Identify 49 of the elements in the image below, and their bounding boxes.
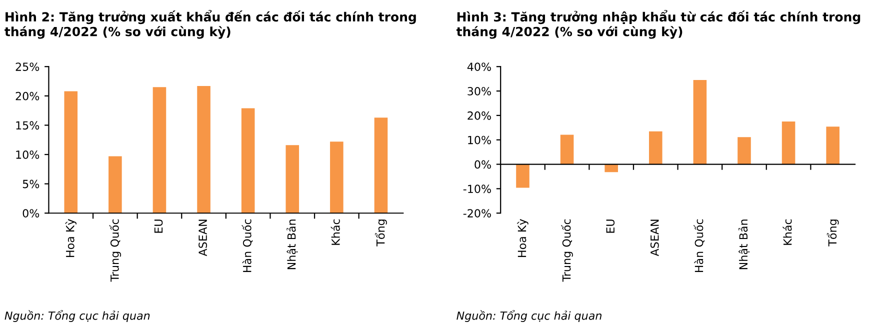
x-tick-label: Trung Quốc xyxy=(109,219,122,282)
y-tick-label: 25% xyxy=(16,62,40,71)
y-tick-label: 15% xyxy=(16,121,40,130)
bar xyxy=(330,142,344,214)
x-tick-label: ASEAN xyxy=(198,220,208,256)
text: Nguồn: Tổng cục hải quan xyxy=(456,310,602,322)
x-tick-label: Trung Quốc xyxy=(561,219,573,282)
x-tick-label: Hoa Kỳ xyxy=(65,219,76,257)
x-tick-label: Hàn Quốc xyxy=(242,219,253,272)
y-tick-label: 10% xyxy=(468,136,491,144)
bar xyxy=(64,91,78,214)
y-tick-label: 0% xyxy=(474,160,491,169)
bar xyxy=(374,118,388,214)
x-tick-label: Khác xyxy=(330,219,340,245)
bar xyxy=(604,164,618,172)
bar xyxy=(560,134,574,164)
bar xyxy=(516,164,530,188)
bar xyxy=(152,87,166,214)
x-tick-label: EU xyxy=(154,220,163,233)
bar xyxy=(826,126,840,164)
bar xyxy=(241,108,255,214)
text: Nguồn: Tổng cục hải quan xyxy=(4,310,150,322)
y-tick-label: 40% xyxy=(467,62,491,71)
y-tick-label: -10% xyxy=(463,184,491,194)
bar xyxy=(693,80,707,164)
x-tick-label: Khác xyxy=(782,219,792,245)
y-tick-label: 5% xyxy=(22,180,40,188)
y-tick-label: 10% xyxy=(16,150,40,159)
bar xyxy=(648,131,662,164)
y-tick-label: 30% xyxy=(468,86,491,96)
bar xyxy=(108,156,122,214)
x-tick-label: Hoa Kỳ xyxy=(517,219,528,257)
x-tick-label: Nhật Bản xyxy=(738,220,750,270)
chart-title: Hình 3: Tăng trưởng nhập khẩu từ các đối tác chính trong tháng 4/2022 (% so với cùng kỳ) xyxy=(456,10,860,39)
bar xyxy=(197,86,210,214)
y-tick-label: -20% xyxy=(463,209,491,218)
y-tick-label: 20% xyxy=(468,111,491,120)
x-tick-label: Tổng xyxy=(375,220,387,246)
y-tick-label: 20% xyxy=(16,92,40,100)
chart-title: Hình 2: Tăng trưởng xuất khẩu đến các đối tác chính trong tháng 4/2022 (% so với cùng kỳ) xyxy=(4,10,416,39)
x-tick-label: EU xyxy=(606,220,615,233)
x-tick-label: Hàn Quốc xyxy=(694,219,704,272)
y-tick-label: 0% xyxy=(22,209,40,218)
bar xyxy=(286,145,300,214)
bar xyxy=(782,122,796,164)
x-tick-label: Tổng xyxy=(826,220,839,246)
bar xyxy=(738,137,751,164)
x-tick-label: ASEAN xyxy=(650,220,659,256)
x-tick-label: Nhật Bản xyxy=(286,220,298,270)
